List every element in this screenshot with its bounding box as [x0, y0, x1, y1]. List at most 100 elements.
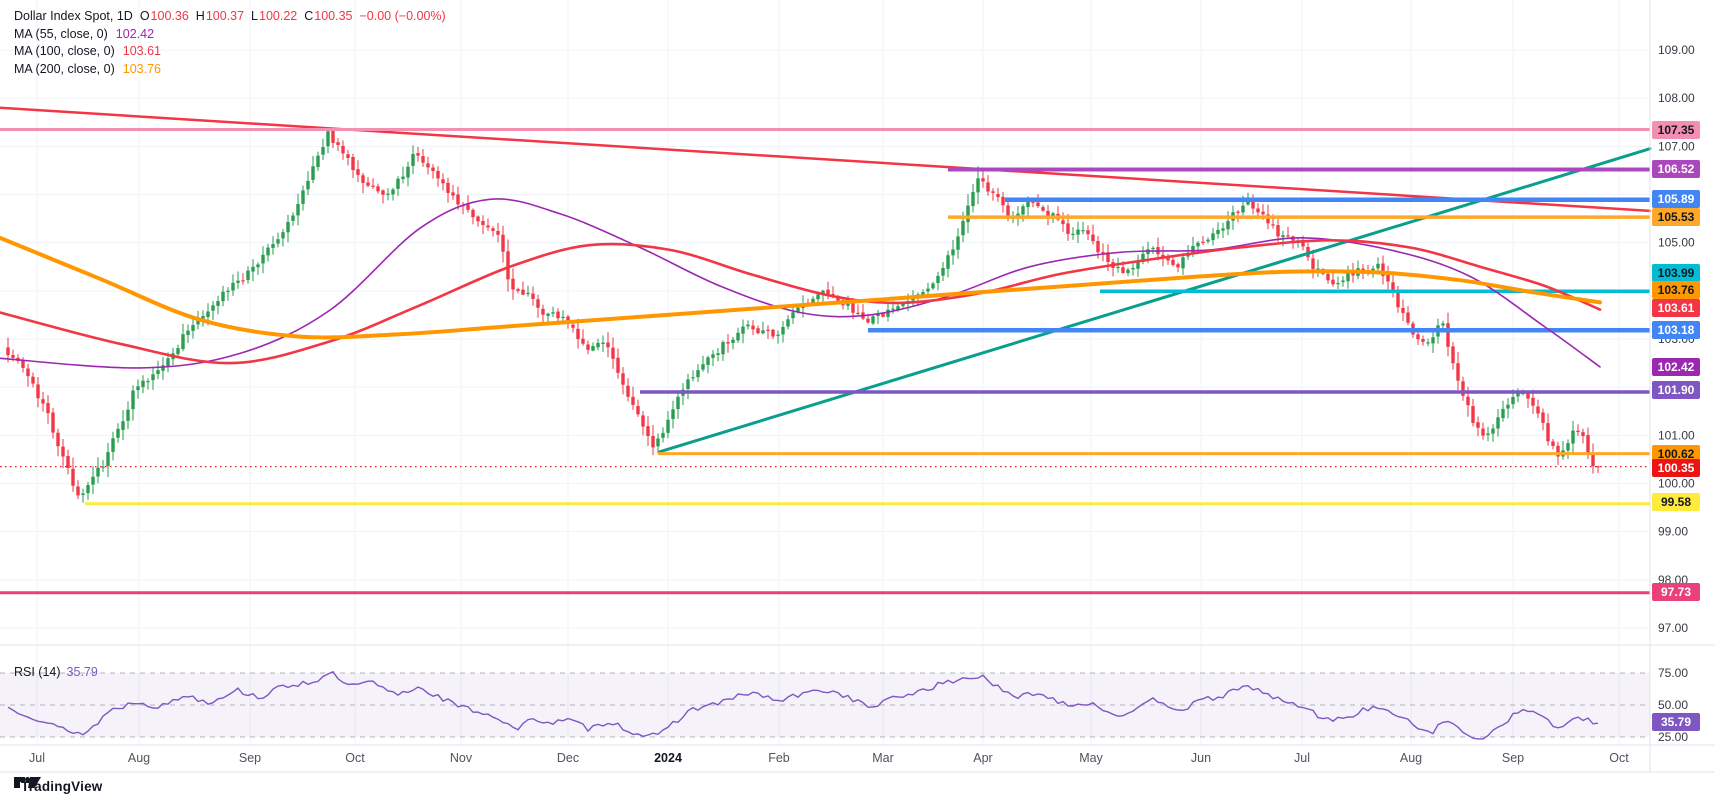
ohlc-value: 100.35	[314, 9, 353, 23]
symbol-title[interactable]: Dollar Index Spot, 1D	[14, 9, 133, 23]
month-label-Apr: Apr	[973, 751, 992, 765]
price-tick-97.00: 97.00	[1658, 621, 1688, 635]
ma-55-line	[0, 198, 1601, 369]
tradingview-logo-icon[interactable]	[14, 774, 41, 791]
price-label-chip-99.58: 99.58	[1652, 493, 1700, 511]
price-label-chip-35.79: 35.79	[1652, 713, 1700, 731]
price-label-chip-103.18: 103.18	[1652, 321, 1700, 339]
price-label-chip-107.35: 107.35	[1652, 121, 1700, 139]
ma-legend-row-100[interactable]: MA (100, close, 0) 103.61	[14, 43, 446, 61]
price-tick-109.00: 109.00	[1658, 43, 1695, 57]
rsi-pane	[0, 670, 1650, 740]
rsi-legend[interactable]: RSI (14) 35.79	[14, 665, 98, 679]
ma-label: MA (100, close, 0)	[14, 44, 115, 58]
price-label-chip-102.42: 102.42	[1652, 358, 1700, 376]
price-label-chip-97.73: 97.73	[1652, 583, 1700, 601]
footer-bar: TradingView	[14, 774, 102, 798]
svg-text:100.35: 100.35	[1658, 461, 1695, 475]
rsi-legend-value: 35.79	[66, 665, 98, 679]
price-label-chip-103.76: 103.76	[1652, 281, 1700, 299]
ma-legend-rows: MA (55, close, 0) 102.42 MA (100, close, 0…	[14, 26, 446, 79]
ohlc-key: H	[195, 9, 205, 23]
price-label-chip-100.62: 100.62	[1652, 445, 1700, 463]
month-label-May: May	[1079, 751, 1103, 765]
ohlc-key: O	[139, 9, 150, 23]
price-label-chip-103.61: 103.61	[1652, 299, 1700, 317]
price-tick-108.00: 108.00	[1658, 91, 1695, 105]
pane-separators	[0, 0, 1715, 773]
candlestick-series	[6, 130, 1600, 503]
symbol-legend: Dollar Index Spot, 1D O100.36 H100.37 L100.…	[14, 8, 446, 78]
price-label-chip-103.99: 103.99	[1652, 264, 1700, 282]
change-value: −0.00 (−0.00%)	[359, 9, 446, 23]
svg-text:103.76: 103.76	[1658, 283, 1695, 297]
svg-text:99.58: 99.58	[1661, 495, 1691, 509]
svg-text:103.61: 103.61	[1658, 301, 1695, 315]
ohlc-value: 100.22	[259, 9, 298, 23]
svg-text:100.62: 100.62	[1658, 447, 1695, 461]
svg-text:97.73: 97.73	[1661, 585, 1691, 599]
svg-text:107.35: 107.35	[1658, 123, 1695, 137]
price-label-chip-100.35: 100.35	[1652, 459, 1700, 477]
month-label-Oct: Oct	[1609, 751, 1629, 765]
time-axis[interactable]: Jul Aug Sep Oct Nov Dec 2024 Feb Mar Apr May Jun Jul…	[29, 751, 1629, 765]
ohlc-value: 100.36	[150, 9, 189, 23]
svg-text:35.79: 35.79	[1661, 715, 1691, 729]
svg-text:103.18: 103.18	[1658, 323, 1695, 337]
price-tick-100.00: 100.00	[1658, 477, 1695, 491]
rsi-line	[7, 670, 1599, 740]
svg-text:101.90: 101.90	[1658, 383, 1695, 397]
tradingview-logo-text[interactable]: TradingView	[21, 778, 103, 794]
ohlc-key: C	[304, 9, 314, 23]
price-axis[interactable]: 109.00108.00107.00106.00105.00104.00103.…	[1652, 43, 1700, 744]
rsi-legend-label: RSI (14)	[14, 665, 61, 679]
price-tick-99.00: 99.00	[1658, 525, 1688, 539]
price-tick-101.00: 101.00	[1658, 428, 1695, 442]
price-label-chip-105.89: 105.89	[1652, 190, 1700, 208]
svg-text:105.53: 105.53	[1658, 210, 1695, 224]
price-tick-107.00: 107.00	[1658, 139, 1695, 153]
month-label-Mar: Mar	[872, 751, 894, 765]
ma-label: MA (200, close, 0)	[14, 61, 115, 76]
svg-text:103.99: 103.99	[1658, 266, 1695, 280]
svg-text:102.42: 102.42	[1658, 360, 1695, 374]
month-label-Aug: Aug	[128, 751, 150, 765]
symbol-row: Dollar Index Spot, 1D O100.36 H100.37 L100.…	[14, 8, 446, 26]
moving-averages	[0, 198, 1602, 369]
grid	[0, 0, 1650, 745]
price-label-chip-105.53: 105.53	[1652, 208, 1700, 226]
svg-text:106.52: 106.52	[1658, 162, 1695, 176]
ohlc-value: 100.37	[205, 9, 245, 23]
month-label-Sep: Sep	[239, 751, 261, 765]
rsi-tick-75.00: 75.00	[1658, 666, 1688, 680]
month-label-Jul: Jul	[1294, 751, 1310, 765]
price-label-chip-106.52: 106.52	[1652, 160, 1700, 178]
ma-100-line	[0, 238, 1602, 365]
month-label-Feb: Feb	[768, 751, 790, 765]
ma-value: 103.61	[122, 44, 161, 58]
month-label-Nov: Nov	[450, 751, 473, 765]
month-label-2024: 2024	[654, 751, 682, 765]
rsi-tick-25.00: 25.00	[1658, 730, 1688, 744]
ma-legend-row-55[interactable]: MA (55, close, 0) 102.42	[14, 26, 446, 44]
ohlc-values: O100.36 H100.37 L100.22 C100.35	[133, 9, 353, 23]
month-label-Jul: Jul	[29, 751, 45, 765]
month-label-Dec: Dec	[557, 751, 579, 765]
month-label-Sep: Sep	[1502, 751, 1524, 765]
ma-value: 103.76	[122, 61, 161, 76]
month-label-Jun: Jun	[1191, 751, 1211, 765]
price-tick-105.00: 105.00	[1658, 236, 1695, 250]
ma-value: 102.42	[115, 26, 155, 41]
month-label-Oct: Oct	[345, 751, 365, 765]
ohlc-key: L	[251, 9, 258, 23]
ma-legend-row-200[interactable]: MA (200, close, 0) 103.76	[14, 61, 446, 79]
trendline-descending-resistance[interactable]	[0, 106, 1652, 213]
svg-text:105.89: 105.89	[1658, 192, 1695, 206]
rsi-tick-50.00: 50.00	[1658, 698, 1688, 712]
month-label-Aug: Aug	[1400, 751, 1422, 765]
ma-label: MA (55, close, 0)	[14, 26, 108, 41]
price-levels[interactable]	[0, 128, 1650, 595]
ma-200-line	[0, 235, 1602, 340]
